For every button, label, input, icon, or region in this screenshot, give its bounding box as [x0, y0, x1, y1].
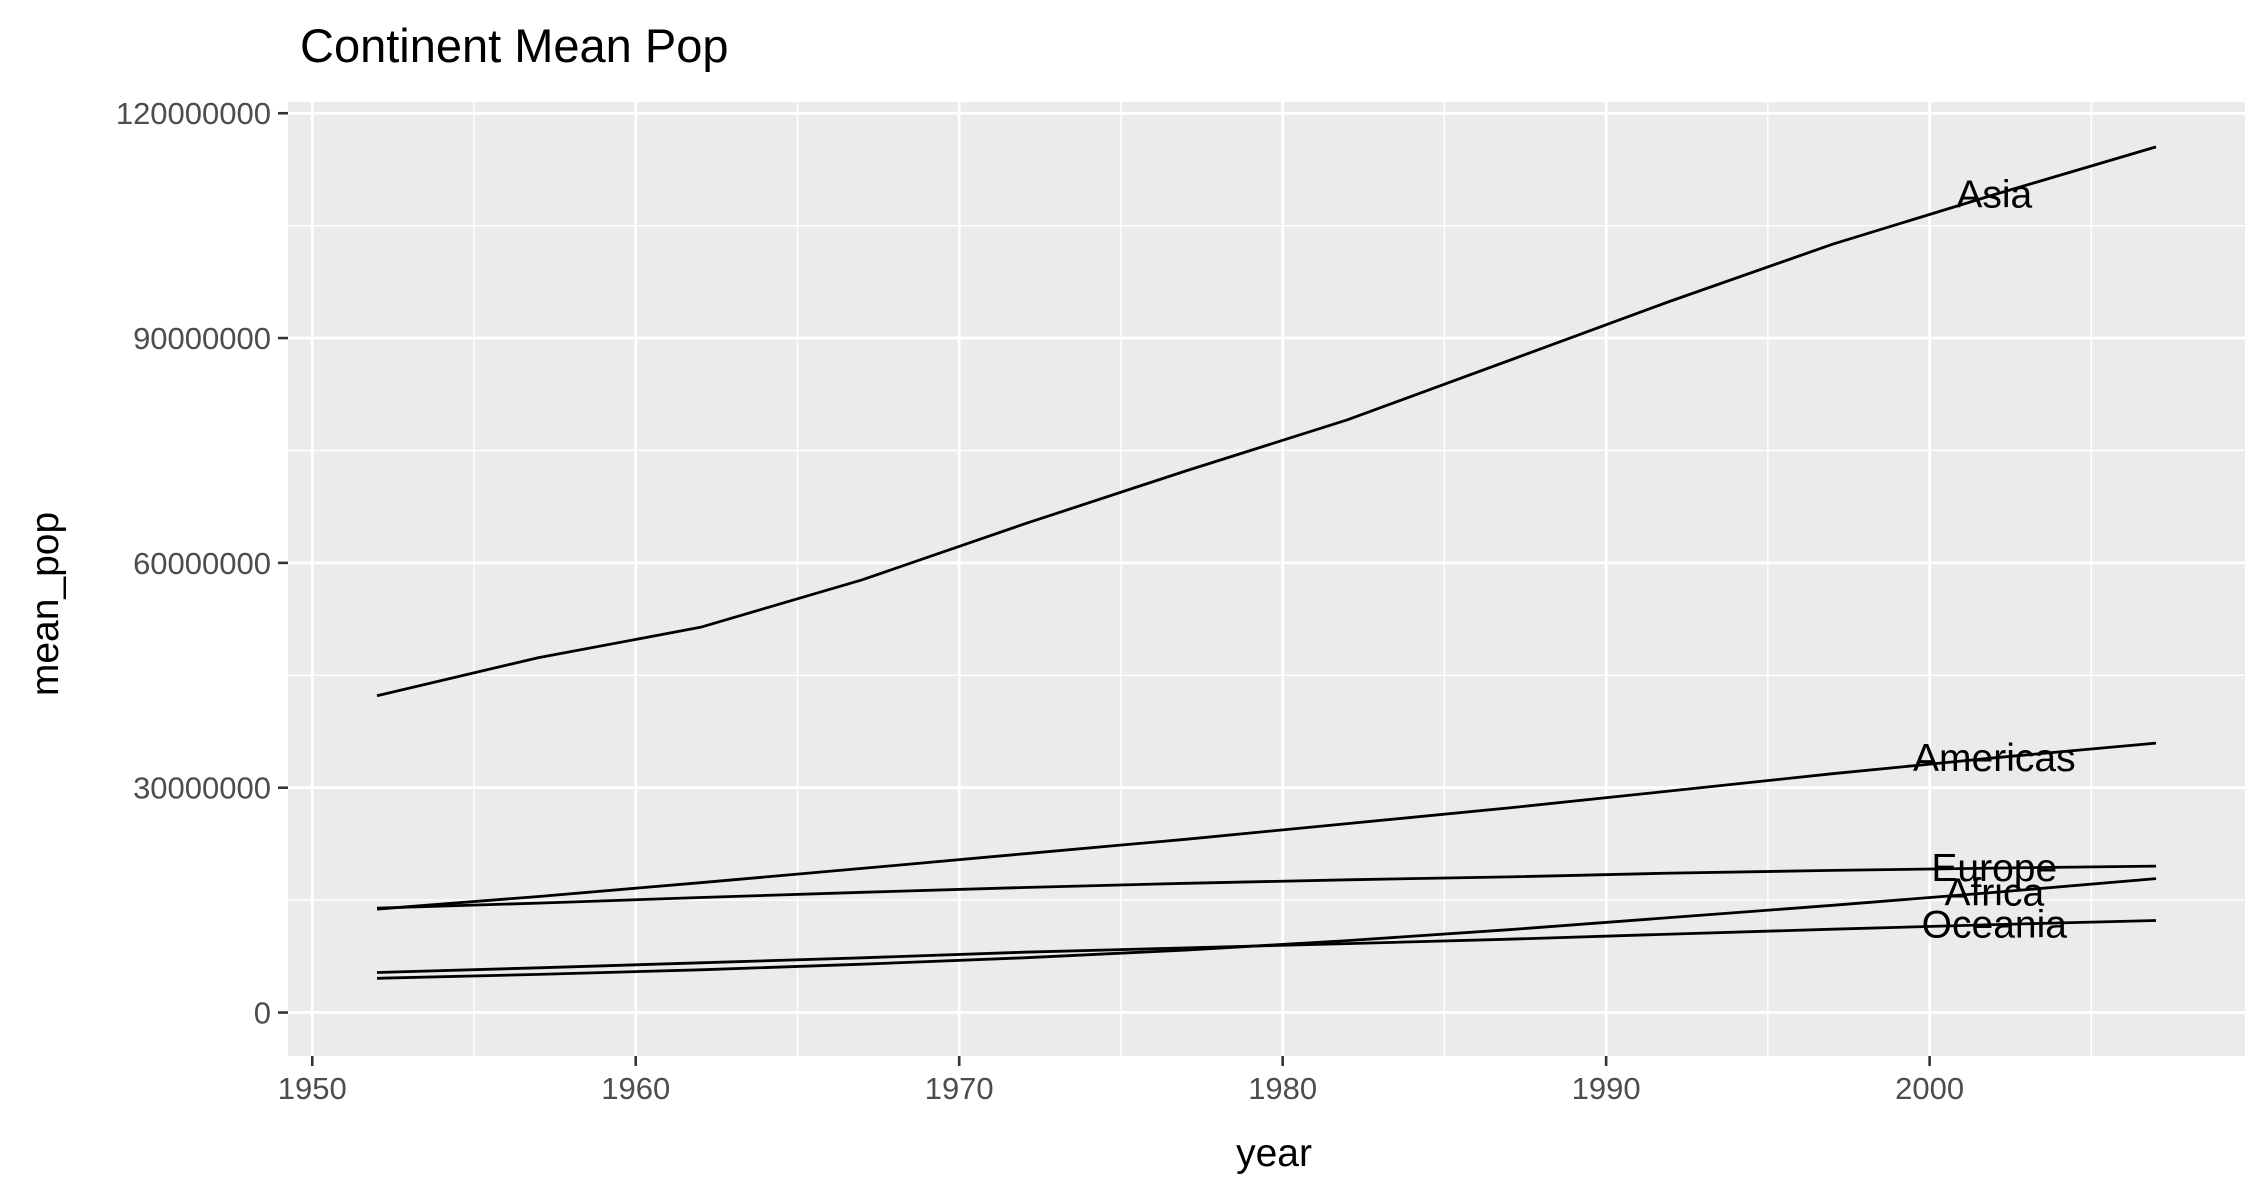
y-tick-label: 120000000: [116, 96, 271, 131]
series-lines: [376, 145, 2157, 980]
chart-title: Continent Mean Pop: [300, 19, 729, 72]
series-line-oceania: [376, 919, 2157, 974]
x-tick-label: 1960: [601, 1071, 670, 1106]
y-tick-label: 90000000: [133, 321, 271, 356]
x-axis-title: year: [1236, 1132, 1312, 1175]
y-tick-label: 0: [254, 996, 271, 1031]
x-tick-label: 1970: [925, 1071, 994, 1106]
series-label-americas: Americas: [1913, 737, 2076, 780]
panel-background: [288, 102, 2245, 1056]
y-tick-label: 60000000: [133, 546, 271, 581]
series-line-europe: [376, 864, 2157, 910]
series-label-asia: Asia: [1956, 174, 2032, 217]
x-tick-label: 1950: [278, 1071, 347, 1106]
grid-lines: [288, 102, 2245, 1056]
series-line-americas: [376, 741, 2157, 911]
series-label-africa: Africa: [1944, 871, 2044, 914]
axes: 1950 1960 1970 1980 1990 2000 0 30000000 6000000…: [116, 96, 1964, 1106]
plot-panel: [288, 102, 2245, 1056]
y-tick-label: 30000000: [133, 771, 271, 806]
series-label-oceania: Oceania: [1922, 904, 2068, 947]
x-tick-label: 1980: [1248, 1071, 1317, 1106]
x-tick-label: 1990: [1572, 1071, 1641, 1106]
series-label-europe: Europe: [1931, 847, 2057, 890]
x-tick-label: 2000: [1895, 1071, 1964, 1106]
series-line-asia: [376, 145, 2157, 698]
y-axis-title: mean_pop: [24, 512, 67, 696]
